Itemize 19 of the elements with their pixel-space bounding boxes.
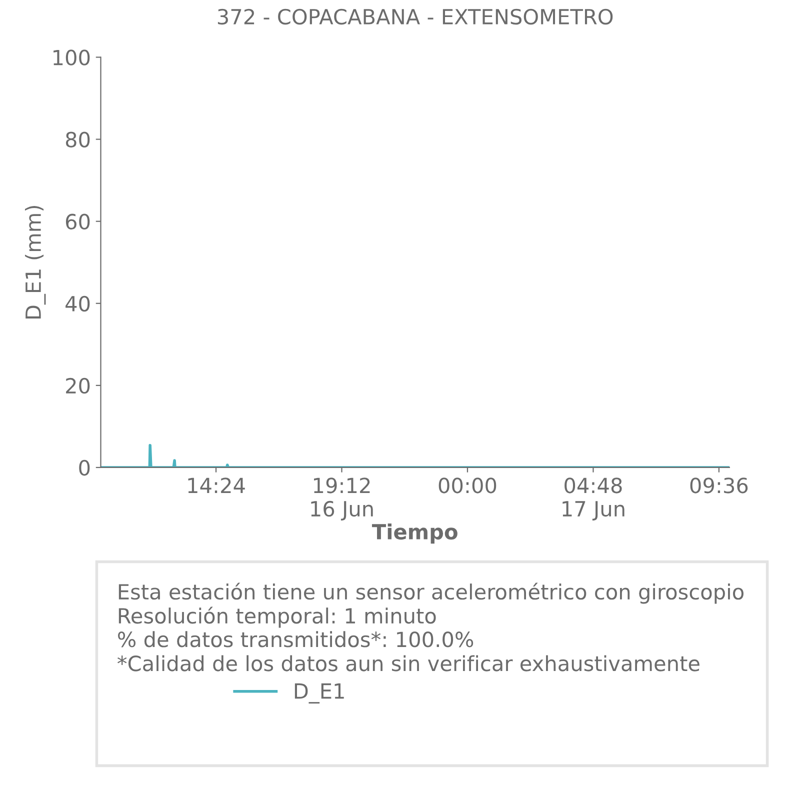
- text: *Calidad de los datos aun sin verificar exhaustivamente: [117, 655, 700, 672]
- y-axis-title: D_E1 (mm): [24, 206, 46, 318]
- y-tick-label: 20: [66, 378, 90, 394]
- y-tick-label: 0: [79, 460, 90, 476]
- chart-title: 372 - COPACABANA - EXTENSOMETRO: [218, 8, 613, 25]
- x-tick-label: 19:12 16 Jun: [311, 478, 373, 521]
- y-tick-label: 60: [66, 214, 90, 230]
- y-tick-label: 80: [66, 132, 90, 148]
- x-axis-title: Tiempo: [372, 523, 458, 544]
- legend-label: D_E1: [294, 683, 344, 704]
- text: % de datos transmitidos*: 100.0%: [118, 631, 474, 648]
- x-tick-label: 09:36: [690, 478, 748, 494]
- y-tick-label: 100: [54, 50, 90, 66]
- text: Esta estación tiene un sensor acelerométrico con giroscopio: [118, 582, 744, 604]
- x-tick-label: 04:48 17 Jun: [562, 478, 624, 521]
- x-tick-label: 00:00: [438, 478, 496, 494]
- y-tick-label: 40: [66, 296, 90, 312]
- text: Resolución temporal: 1 minuto: [118, 606, 436, 628]
- x-tick-label: 14:24: [188, 478, 245, 494]
